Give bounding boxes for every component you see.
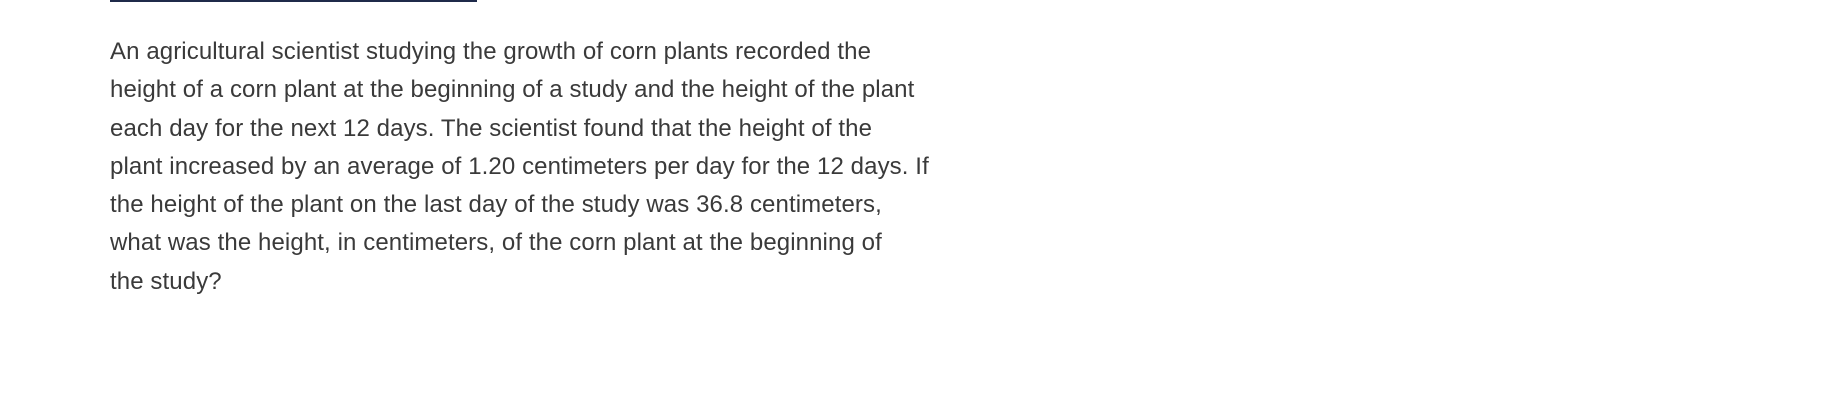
top-divider	[110, 0, 477, 2]
question-text: An agricultural scientist studying the g…	[110, 38, 929, 295]
